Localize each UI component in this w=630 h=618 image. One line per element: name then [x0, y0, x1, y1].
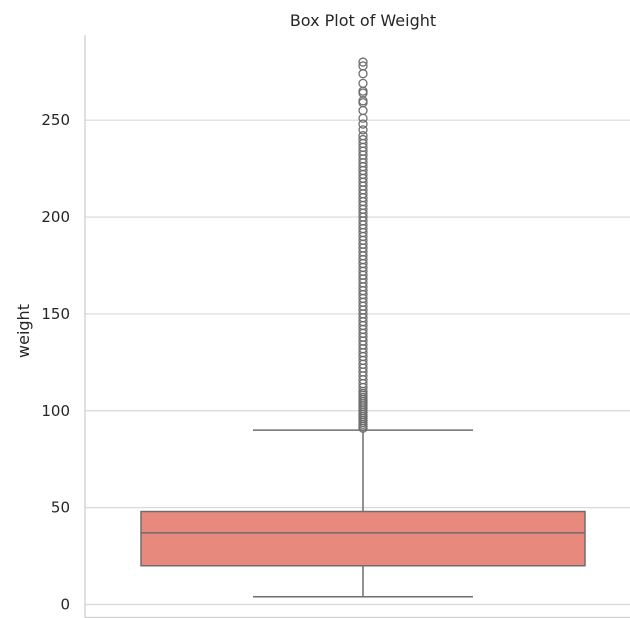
outlier-point — [358, 69, 368, 79]
y-tick-label-200: 200 — [41, 208, 70, 226]
y-tick-label-0: 0 — [60, 596, 70, 614]
outlier-points — [358, 57, 368, 433]
outlier-point — [358, 131, 368, 141]
y-axis-label: weight — [14, 304, 33, 358]
outlier-point — [358, 134, 368, 145]
y-tick-label-50: 50 — [51, 499, 70, 517]
y-tick-label-150: 150 — [41, 305, 70, 323]
outlier-point — [358, 105, 368, 116]
y-tick-labels: 0 50 100 150 200 250 — [41, 111, 70, 613]
grid-lines — [85, 119, 630, 606]
y-tick-label-250: 250 — [41, 111, 70, 129]
outlier-point — [358, 57, 368, 67]
outlier-point — [358, 113, 368, 123]
box-element — [140, 429, 586, 598]
iqr-box — [140, 510, 586, 567]
outlier-point — [358, 125, 368, 135]
outlier-point — [358, 78, 368, 89]
outlier-point — [358, 119, 368, 129]
y-tick-label-100: 100 — [41, 402, 70, 420]
outlier-point — [358, 61, 368, 71]
chart-title: Box Plot of Weight — [290, 11, 436, 30]
